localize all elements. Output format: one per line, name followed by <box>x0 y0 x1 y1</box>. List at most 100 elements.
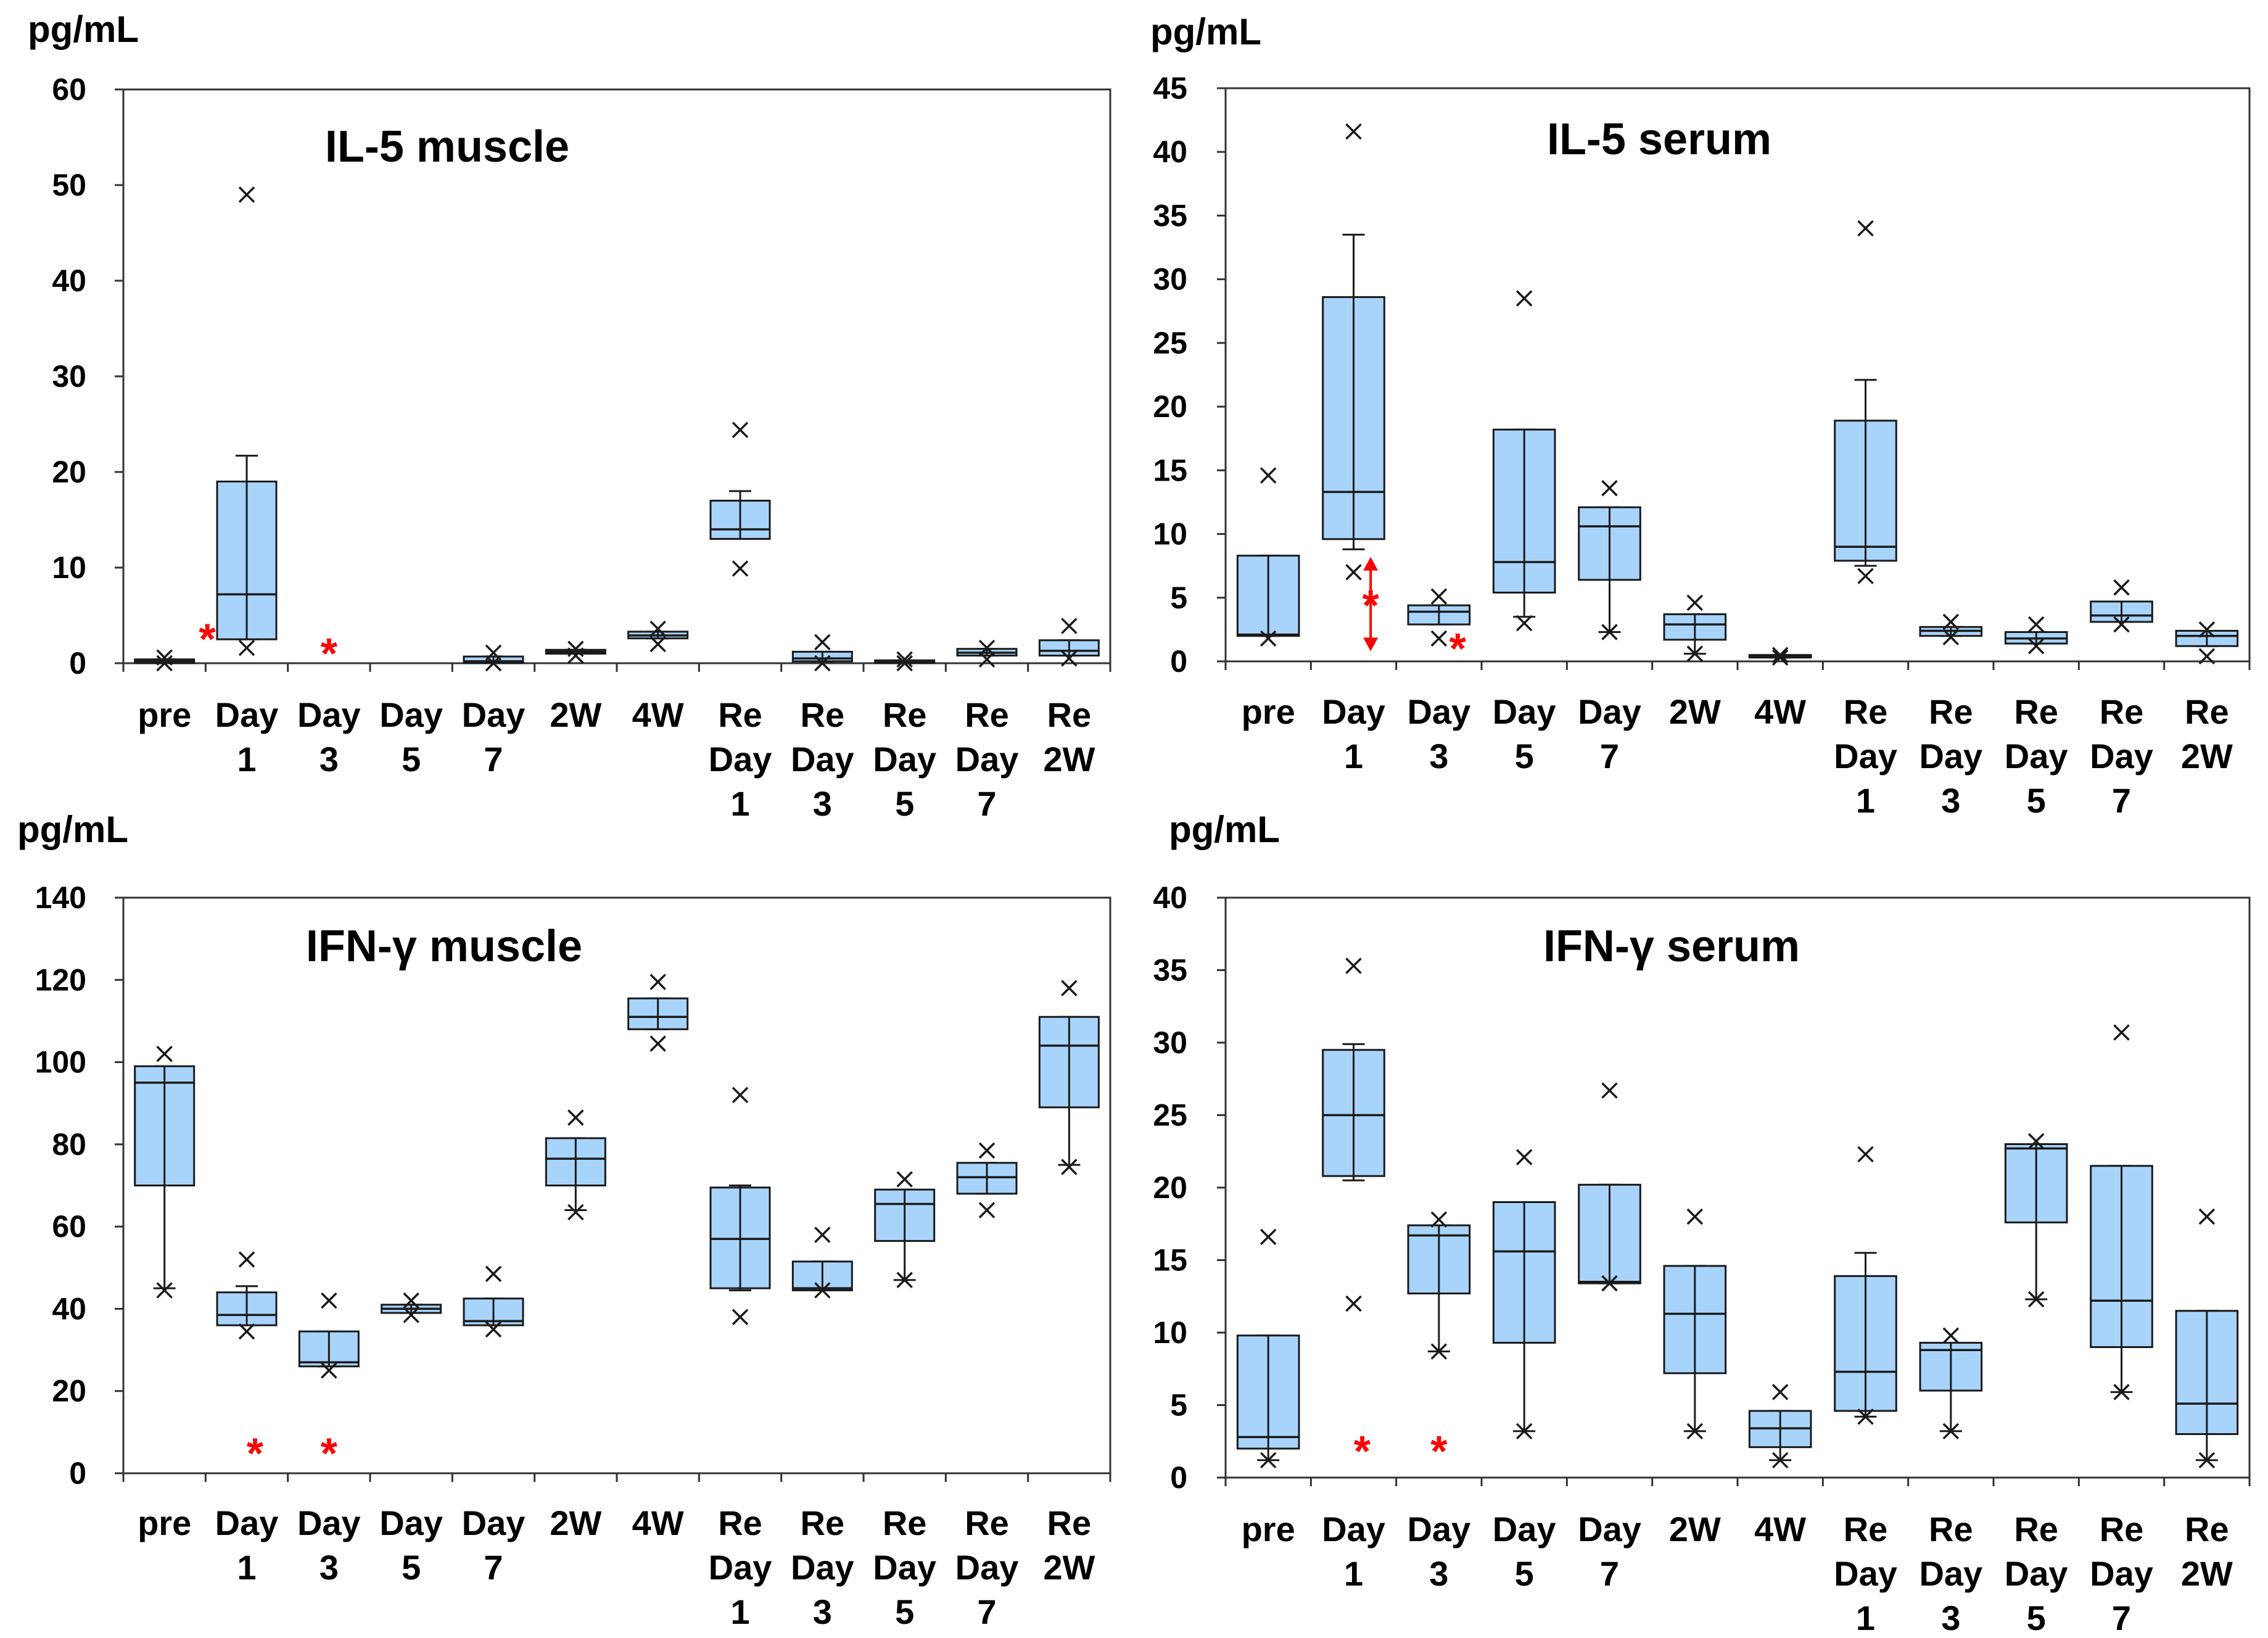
x-tick-label: Re Day 3 <box>1919 1510 1982 1637</box>
x-tick-label-line: Re <box>1047 1504 1092 1542</box>
max-marker-stroke-b <box>238 186 255 203</box>
max-marker <box>1345 958 1362 974</box>
min-marker <box>2198 1452 2216 1469</box>
x-tick-label: 2W <box>550 695 601 734</box>
box-3 <box>1492 1149 1556 1440</box>
max-marker-stroke-b <box>1771 647 1789 663</box>
y-tick-label: 0 <box>69 1456 86 1491</box>
min-marker-stroke-b <box>238 1323 255 1340</box>
min-marker <box>1515 1423 1533 1440</box>
box-4 <box>1578 1082 1641 1292</box>
x-tick-label-line: 5 <box>402 1548 421 1587</box>
x-tick-label-line: 1 <box>730 1592 749 1631</box>
box-9 <box>874 1171 936 1289</box>
max-marker <box>1601 479 1618 497</box>
x-tick-label-line: 7 <box>1600 1554 1619 1593</box>
range-arrow-head-bottom <box>1363 637 1379 651</box>
min-marker-stroke-b <box>567 1204 584 1221</box>
x-tick-label-line: Day <box>1407 1510 1470 1549</box>
x-tick-label: Day 3 <box>297 1504 361 1587</box>
min-marker <box>2113 616 2130 633</box>
min-marker-stroke-b <box>732 1309 749 1325</box>
max-marker-stroke-b <box>1260 1228 1277 1246</box>
max-marker <box>2113 579 2130 596</box>
min-marker-stroke-b <box>1430 1343 1448 1360</box>
x-tick-label: Re Day 5 <box>2005 1510 2068 1637</box>
x-tick-label-line: 5 <box>2027 1599 2046 1637</box>
x-tick-label: Re 2W <box>1043 695 1095 779</box>
box-1 <box>216 1251 278 1340</box>
x-tick-label-line: 3 <box>1941 781 1960 820</box>
min-marker-stroke-b <box>2198 1452 2216 1469</box>
x-tick-label-line: Re <box>2185 1510 2229 1549</box>
x-tick-label-line: Day <box>791 1548 854 1587</box>
x-tick-label-line: Day <box>709 1548 772 1587</box>
max-marker <box>2027 616 2045 633</box>
max-marker-stroke-b <box>1345 958 1362 974</box>
min-marker-stroke-b <box>2198 648 2216 664</box>
box-6 <box>627 974 689 1052</box>
x-tick-label-line: Day <box>1322 692 1385 731</box>
x-tick-label-line: 3 <box>813 784 832 823</box>
max-marker <box>321 1292 337 1309</box>
box-2 <box>298 1292 360 1379</box>
min-marker <box>814 655 831 672</box>
max-marker <box>1771 1384 1789 1400</box>
x-tick-label-line: 3 <box>320 1548 339 1587</box>
min-marker <box>1345 564 1362 581</box>
max-marker-stroke-b <box>1942 613 1960 631</box>
max-marker <box>1345 123 1362 140</box>
x-tick-label-line: Day <box>791 740 854 779</box>
box-8 <box>791 1226 853 1299</box>
min-marker <box>321 1362 337 1379</box>
x-tick-label: Day 7 <box>1578 692 1641 776</box>
max-marker-stroke-b <box>485 1265 502 1283</box>
y-tick-label: 50 <box>52 168 86 202</box>
range-arrow-head-top <box>1363 556 1379 571</box>
x-tick-label: Day 3 <box>1407 692 1470 776</box>
x-tick-label-line: 3 <box>1941 1599 1960 1637</box>
min-marker-stroke-b <box>1430 630 1448 647</box>
x-tick-label: Re Day 1 <box>1834 1510 1897 1637</box>
min-marker <box>896 1272 913 1289</box>
x-tick-label-line: Day <box>1919 737 1982 776</box>
box-6 <box>627 620 689 653</box>
box-1 <box>216 186 278 656</box>
min-marker <box>978 651 996 668</box>
x-tick-label-line: Day <box>2090 737 2153 776</box>
min-marker <box>978 1202 996 1218</box>
x-tick-label: Re Day 7 <box>2090 1510 2153 1637</box>
x-tick-label-line: Re <box>2100 692 2144 731</box>
min-marker-stroke-b <box>1260 630 1277 647</box>
box-10 <box>956 639 1018 668</box>
y-tick-label: 10 <box>52 550 86 585</box>
min-marker <box>1260 1452 1277 1469</box>
x-tick-label: Day 3 <box>297 695 361 779</box>
y-axis-unit-label: pg/mL <box>1150 11 1261 52</box>
y-tick-label: 15 <box>1153 1243 1187 1278</box>
x-tick-label: Re 2W <box>2181 1510 2233 1593</box>
x-tick-label: Re Day 3 <box>791 695 854 823</box>
min-marker-stroke-b <box>978 651 996 668</box>
max-marker-stroke-b <box>567 640 584 657</box>
chart-title: IFN-γ muscle <box>306 922 582 971</box>
min-marker-stroke-b <box>156 655 173 672</box>
box-9 <box>874 651 936 672</box>
min-marker <box>485 1321 502 1338</box>
max-marker <box>1260 1228 1277 1246</box>
box-11 <box>2175 621 2239 664</box>
max-marker-stroke-b <box>238 1251 255 1268</box>
x-tick-label-line: Re <box>1844 1510 1888 1549</box>
x-tick-label-line: Day <box>297 1504 361 1542</box>
box-0 <box>1236 467 1300 647</box>
min-marker-stroke-b <box>1857 568 1874 584</box>
x-tick-label-line: 2W <box>1043 740 1095 779</box>
max-marker-stroke-b <box>978 1142 996 1159</box>
x-tick-label: Day 1 <box>1322 692 1385 776</box>
x-tick-label: Re Day 7 <box>955 695 1019 823</box>
x-tick-label-line: 5 <box>895 1592 914 1631</box>
significance-asterisk: * <box>247 1429 264 1477</box>
max-marker-stroke-b <box>1345 123 1362 140</box>
x-tick-label: Re Day 5 <box>873 695 936 823</box>
min-marker-stroke-b <box>649 635 666 653</box>
